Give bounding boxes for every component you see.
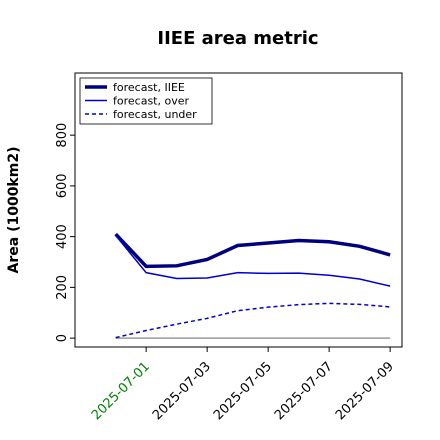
line xyxy=(114,232,391,269)
legend-label: forecast, IIEE xyxy=(113,81,185,94)
y-tick-label: 400 xyxy=(55,224,70,249)
x-tick-label: 2025-07-07 xyxy=(272,359,336,423)
legend-label: forecast, over xyxy=(113,95,189,108)
x-tick-label: 2025-07-01 xyxy=(89,359,153,423)
y-tick-label: 800 xyxy=(55,123,70,148)
y-tick-label: 200 xyxy=(55,275,70,300)
legend-label: forecast, under xyxy=(113,108,197,121)
x-tick-label: 2025-07-03 xyxy=(150,359,214,423)
y-tick-label: 0 xyxy=(55,334,70,342)
y-axis-label: Area (1000km2) xyxy=(6,147,22,274)
plot-frame xyxy=(74,72,403,348)
x-tick-label: 2025-07-09 xyxy=(333,359,397,423)
line xyxy=(115,234,391,287)
y-tick-label: 600 xyxy=(55,173,70,198)
x-tick-label: 2025-07-05 xyxy=(211,359,275,423)
line xyxy=(115,302,391,339)
chart-title: IIEE area metric xyxy=(157,28,318,49)
